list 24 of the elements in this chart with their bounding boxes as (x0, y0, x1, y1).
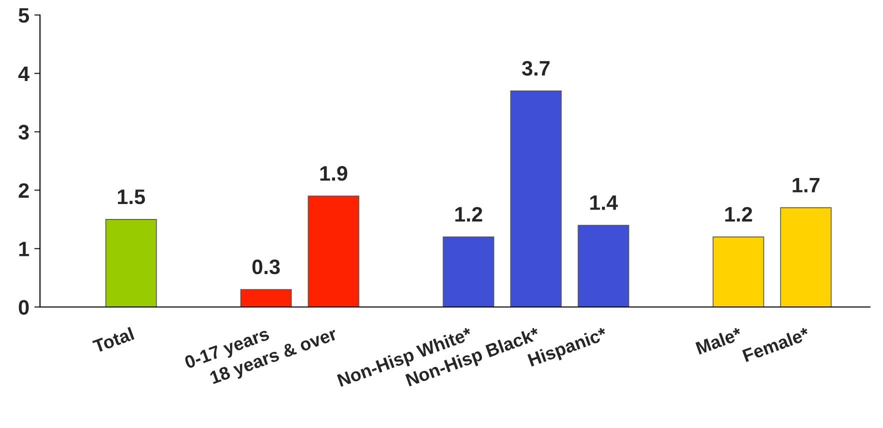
y-tick-label: 4 (18, 66, 30, 81)
data-label: 1.2 (455, 206, 482, 222)
y-tick-label: 2 (18, 183, 29, 198)
y-tick-label: 3 (18, 124, 29, 140)
bar (308, 196, 360, 307)
y-tick-label: 1 (19, 242, 30, 256)
data-label: 3.7 (522, 60, 550, 76)
data-label: 1.9 (320, 166, 348, 181)
data-label: 1.7 (792, 178, 820, 192)
bar (240, 289, 292, 307)
data-label: 1.4 (590, 195, 618, 210)
bar (105, 218, 157, 307)
data-label: 0.3 (252, 260, 280, 274)
bar (510, 90, 562, 307)
y-tick-label: 0 (18, 300, 29, 315)
x-tick-label: Total (92, 326, 134, 354)
bar (780, 207, 832, 307)
data-label: 1.5 (118, 190, 145, 204)
bar (578, 224, 630, 307)
x-tick-label: Male* (695, 326, 743, 355)
bar (442, 236, 494, 307)
bar (712, 236, 764, 307)
y-tick-label: 5 (18, 8, 30, 23)
data-label: 1.2 (725, 206, 752, 222)
